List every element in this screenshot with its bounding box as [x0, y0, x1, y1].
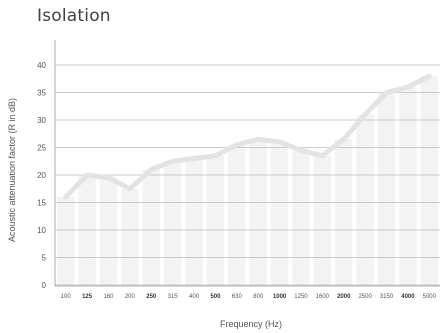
x-tick-label: 2000 — [337, 294, 351, 300]
grid-layer: 0 5 10 15 20 25 30 35 40 — [37, 61, 440, 290]
x-tick-label: 250 — [146, 294, 157, 300]
x-tick-label: 3150 — [380, 294, 394, 300]
series-layer — [63, 73, 432, 200]
y-tick-label: 30 — [37, 116, 46, 125]
x-tick-label: 1250 — [294, 294, 308, 300]
data-point — [299, 148, 303, 152]
data-point — [192, 157, 196, 160]
band-bar — [57, 197, 75, 286]
data-point — [235, 143, 239, 147]
data-point — [385, 91, 389, 94]
data-point — [213, 154, 217, 158]
data-point — [427, 74, 431, 78]
data-point — [363, 113, 367, 116]
band-bar — [399, 87, 417, 286]
x-tick-label: 4000 — [401, 294, 415, 300]
x-tick-label: 125 — [82, 294, 93, 300]
band-bar — [142, 169, 160, 286]
labels-layer: Acoustic attenuation factor (R in dB) Fr… — [7, 98, 282, 329]
x-tick-label: 5000 — [423, 294, 437, 300]
band-bar — [99, 177, 118, 286]
data-point — [256, 137, 260, 141]
y-tick-label: 10 — [37, 226, 46, 235]
x-tick-label: 630 — [232, 294, 243, 300]
series-line — [63, 73, 432, 200]
band-bar — [163, 161, 182, 286]
data-point — [342, 137, 346, 141]
data-point — [128, 187, 132, 191]
axes-layer: 100 125 160 200 250 315 400 500 630 800 1000 1250 16… — [54, 40, 440, 300]
band-bar — [420, 76, 438, 286]
y-tick-label: 15 — [37, 199, 46, 208]
y-tick-label: 0 — [42, 281, 47, 290]
x-tick-label: 1600 — [316, 294, 330, 300]
x-tick-label: 315 — [168, 294, 179, 300]
data-point — [64, 195, 68, 199]
band-bar — [228, 144, 246, 286]
x-tick-label: 500 — [210, 294, 221, 300]
band-bar — [249, 139, 267, 286]
y-tick-label: 5 — [42, 254, 47, 263]
data-point — [278, 140, 282, 144]
band-bar — [78, 175, 96, 286]
y-axis-label: Acoustic attenuation factor (R in dB) — [7, 98, 17, 242]
band-bar — [121, 188, 139, 286]
band-bar — [292, 150, 310, 286]
chart-title: Isolation — [37, 6, 111, 26]
x-tick-label: 800 — [253, 294, 264, 300]
y-tick-label: 40 — [37, 61, 46, 70]
band-bar — [206, 155, 225, 286]
x-tick-label: 2500 — [358, 294, 372, 300]
data-point — [320, 154, 324, 158]
bars-layer — [57, 76, 438, 286]
x-tick-label: 100 — [61, 294, 72, 300]
x-tick-label: 160 — [103, 294, 114, 300]
data-point — [149, 168, 153, 171]
data-point — [85, 173, 89, 177]
band-bar — [270, 142, 289, 286]
band-bar — [335, 139, 353, 286]
band-bar — [356, 114, 374, 286]
x-axis-label: Frequency (Hz) — [220, 319, 282, 329]
band-bar — [185, 158, 203, 286]
band-bar — [377, 92, 396, 286]
band-bar — [313, 155, 332, 286]
data-point — [406, 85, 410, 89]
x-tick-label: 1000 — [273, 294, 287, 300]
x-tick-label: 200 — [125, 294, 136, 300]
y-tick-label: 35 — [37, 89, 46, 98]
y-tick-label: 20 — [37, 171, 46, 180]
y-tick-label: 25 — [37, 144, 46, 153]
data-point — [106, 176, 110, 180]
data-point — [171, 159, 175, 163]
x-tick-label: 400 — [189, 294, 200, 300]
